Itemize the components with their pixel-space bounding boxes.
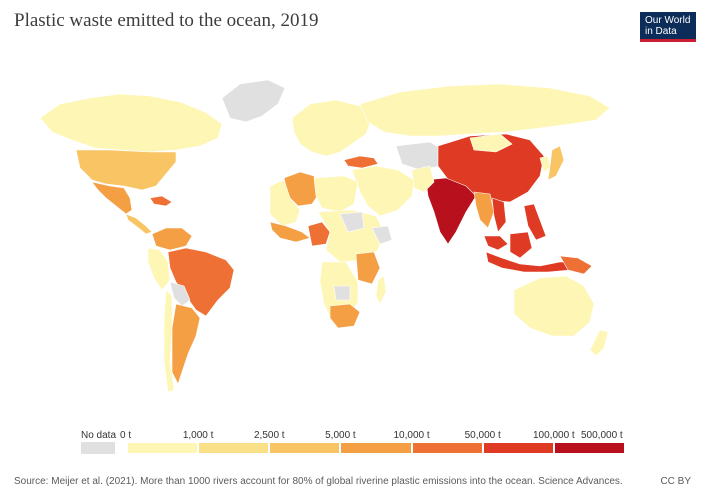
- logo-accent-bar: [640, 39, 696, 42]
- legend-tick-label: 10,000 t: [393, 430, 430, 441]
- legend-swatch[interactable]: [127, 442, 199, 454]
- region-india[interactable]: [425, 177, 477, 245]
- region-europe[interactable]: [291, 99, 373, 157]
- region-south-africa[interactable]: [329, 303, 361, 329]
- region-east-africa[interactable]: [355, 251, 381, 285]
- region-mexico[interactable]: [91, 181, 133, 215]
- region-libya-egypt[interactable]: [313, 175, 359, 213]
- legend-tick-label: 0 t: [120, 430, 132, 441]
- logo-line-1: Our World: [645, 15, 691, 26]
- region-brazil[interactable]: [167, 247, 235, 317]
- legend-swatch[interactable]: [482, 442, 554, 454]
- region-turkey[interactable]: [343, 155, 379, 169]
- region-middle-east[interactable]: [351, 165, 415, 217]
- world-map[interactable]: [0, 0, 705, 430]
- region-greenland[interactable]: [221, 79, 286, 123]
- region-australia[interactable]: [513, 275, 595, 337]
- region-north-africa[interactable]: [269, 179, 301, 227]
- region-northern-south-america[interactable]: [151, 227, 193, 251]
- region-bolivia[interactable]: [169, 281, 191, 307]
- region-caribbean[interactable]: [149, 195, 173, 207]
- owid-logo[interactable]: Our World in Data: [640, 12, 696, 42]
- region-japan[interactable]: [547, 145, 565, 181]
- legend-swatch[interactable]: [198, 442, 270, 454]
- region-myanmar-thailand[interactable]: [473, 191, 495, 229]
- legend-no-data-label: No data: [81, 430, 117, 441]
- region-madagascar[interactable]: [375, 275, 387, 305]
- region-horn-no-data[interactable]: [371, 225, 393, 245]
- region-angola-no-data[interactable]: [333, 285, 351, 301]
- chart-title: Plastic waste emitted to the ocean, 2019: [14, 10, 319, 31]
- legend-tick-label: 5,000 t: [325, 430, 356, 441]
- region-chile[interactable]: [163, 289, 175, 393]
- region-sudan-no-data[interactable]: [339, 211, 365, 233]
- legend-swatch[interactable]: [269, 442, 341, 454]
- region-canada-alaska[interactable]: [39, 93, 223, 153]
- region-central-america[interactable]: [125, 213, 153, 235]
- region-malaysia[interactable]: [483, 235, 509, 251]
- region-west-africa[interactable]: [269, 221, 311, 243]
- region-pakistan[interactable]: [411, 165, 435, 193]
- region-usa[interactable]: [75, 149, 177, 191]
- legend-swatch[interactable]: [553, 442, 625, 454]
- region-vietnam[interactable]: [491, 197, 507, 233]
- region-western-south-america[interactable]: [147, 247, 171, 291]
- region-philippines[interactable]: [523, 203, 547, 241]
- region-russia[interactable]: [359, 83, 611, 137]
- legend-no-data-swatch: [81, 442, 115, 454]
- region-mongolia[interactable]: [469, 133, 513, 153]
- region-new-zealand[interactable]: [589, 329, 609, 357]
- legend-swatch[interactable]: [340, 442, 412, 454]
- region-argentina[interactable]: [171, 303, 201, 385]
- legend-tick-label: 500,000 t: [581, 430, 623, 441]
- region-indonesia[interactable]: [485, 251, 575, 273]
- legend-tick-label: 2,500 t: [253, 430, 285, 441]
- legend-swatch[interactable]: [411, 442, 483, 454]
- license-label[interactable]: CC BY: [660, 476, 691, 487]
- legend-tick-label: 1,000 t: [182, 430, 214, 441]
- legend-tick-label: 50,000 t: [464, 430, 501, 441]
- region-nigeria[interactable]: [307, 221, 331, 247]
- region-borneo[interactable]: [509, 231, 533, 259]
- region-papua[interactable]: [559, 255, 593, 275]
- logo-line-2: in Data: [645, 26, 677, 37]
- legend-tick-label: 100,000 t: [532, 430, 575, 441]
- source-note[interactable]: Source: Meijer et al. (2021). More than …: [14, 476, 623, 487]
